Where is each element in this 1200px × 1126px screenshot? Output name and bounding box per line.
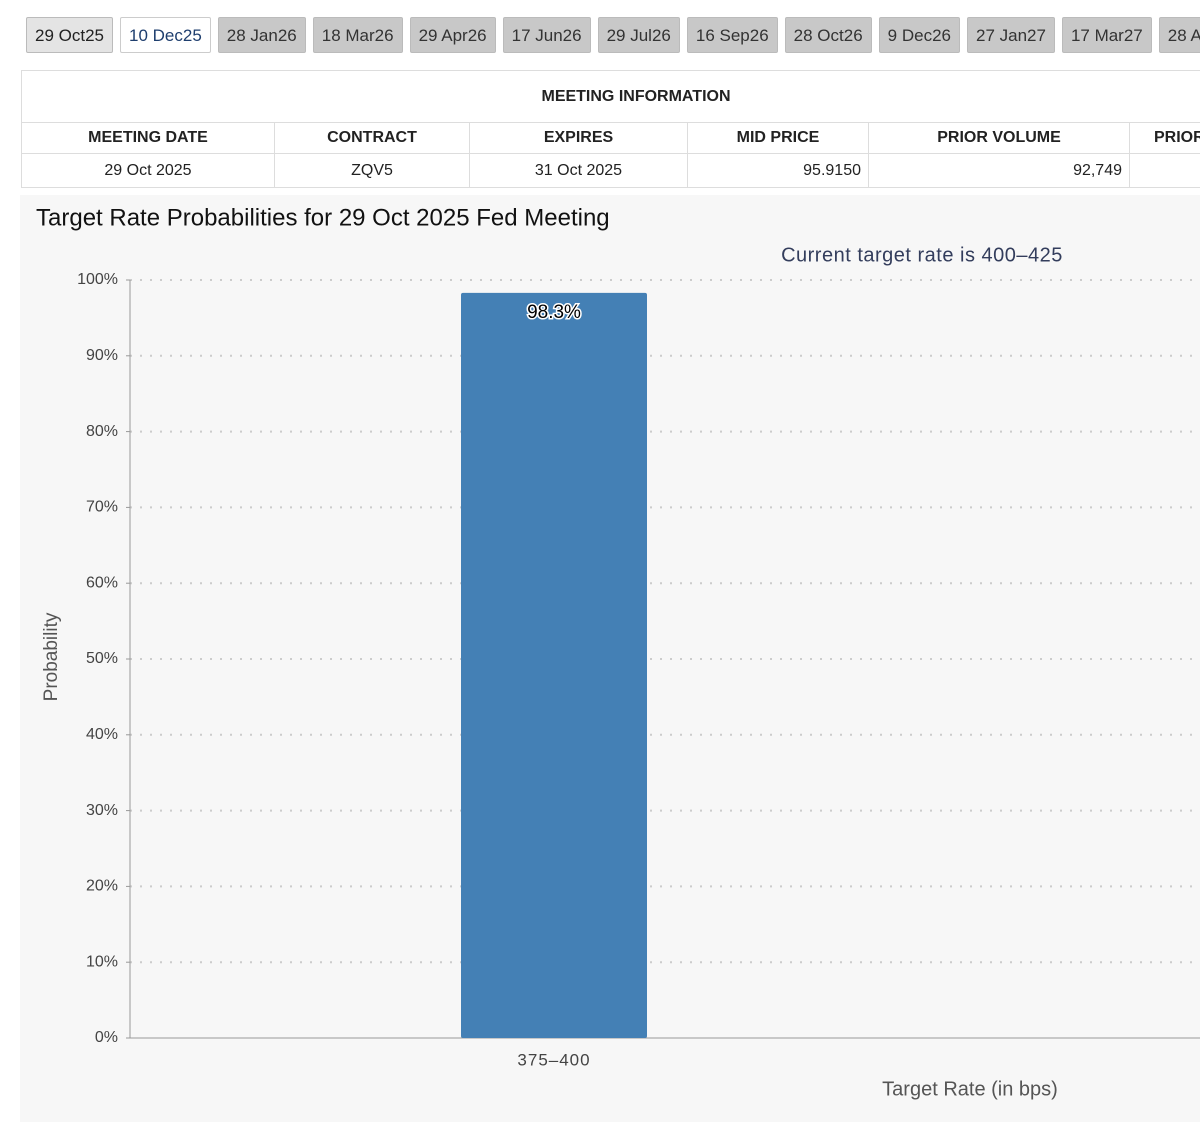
x-tick-label: 375–400: [517, 1050, 590, 1069]
meeting-tab[interactable]: 17 Mar27: [1061, 17, 1152, 53]
column-header: MID PRICE: [687, 122, 869, 154]
meeting-tab[interactable]: 16 Sep26: [686, 17, 778, 53]
meeting-tab[interactable]: 9 Dec26: [878, 17, 960, 53]
meeting-tab[interactable]: 27 Jan27: [966, 17, 1055, 53]
data-label: 98.3%: [527, 302, 581, 323]
meeting-tab[interactable]: 17 Jun26: [502, 17, 591, 53]
chart-subtitle: Current target rate is 400–425: [781, 244, 1063, 266]
table-cell: [1129, 153, 1200, 188]
meeting-tab[interactable]: 28 Apr27: [1158, 17, 1200, 53]
meeting-tab[interactable]: 29 Apr26: [409, 17, 496, 53]
header-row: MEETING DATE CONTRACT EXPIRES MID PRICE PRIO…: [21, 122, 1200, 154]
chart-title: Target Rate Probabilities for 29 Oct 202…: [36, 204, 610, 231]
y-axis-title: Probability: [41, 612, 62, 701]
column-header: PRIOR OI: [1129, 122, 1200, 154]
y-tick-label: 40%: [86, 726, 118, 743]
meeting-info-table: MEETING INFORMATION MEETING DATE CONTRACT…: [21, 70, 1200, 188]
y-tick-label: 70%: [86, 499, 118, 516]
y-tick-label: 0%: [95, 1029, 118, 1046]
y-tick-label: 20%: [86, 878, 118, 895]
y-tick-label: 100%: [77, 271, 118, 288]
meeting-tab[interactable]: 29 Oct25: [26, 17, 113, 53]
meeting-tab[interactable]: 10 Dec25: [120, 17, 211, 53]
meeting-tab[interactable]: 28 Oct26: [784, 17, 872, 53]
y-tick-label: 10%: [86, 953, 118, 970]
data-row: 29 Oct 2025 ZQV5 31 Oct 2025 95.9150 92,749: [21, 153, 1200, 188]
table-cell: ZQV5: [274, 153, 470, 188]
y-tick-label: 90%: [86, 347, 118, 364]
y-tick-label: 80%: [86, 423, 118, 440]
meeting-tab[interactable]: 29 Jul26: [597, 17, 680, 53]
x-axis-title: Target Rate (in bps): [882, 1078, 1058, 1100]
y-tick-label: 50%: [86, 650, 118, 667]
meeting-tabs: 29 Oct25 10 Dec25 28 Jan26 18 Mar26 29 Apr26…: [26, 17, 1200, 53]
table-cell: 95.9150: [687, 153, 869, 188]
bar: [461, 292, 647, 1038]
meeting-tab[interactable]: 18 Mar26: [312, 17, 403, 53]
meeting-tab[interactable]: 28 Jan26: [217, 17, 306, 53]
column-header: CONTRACT: [274, 122, 470, 154]
y-tick-label: 60%: [86, 574, 118, 591]
y-tick-label: 30%: [86, 802, 118, 819]
table-title: MEETING INFORMATION: [21, 70, 1200, 123]
